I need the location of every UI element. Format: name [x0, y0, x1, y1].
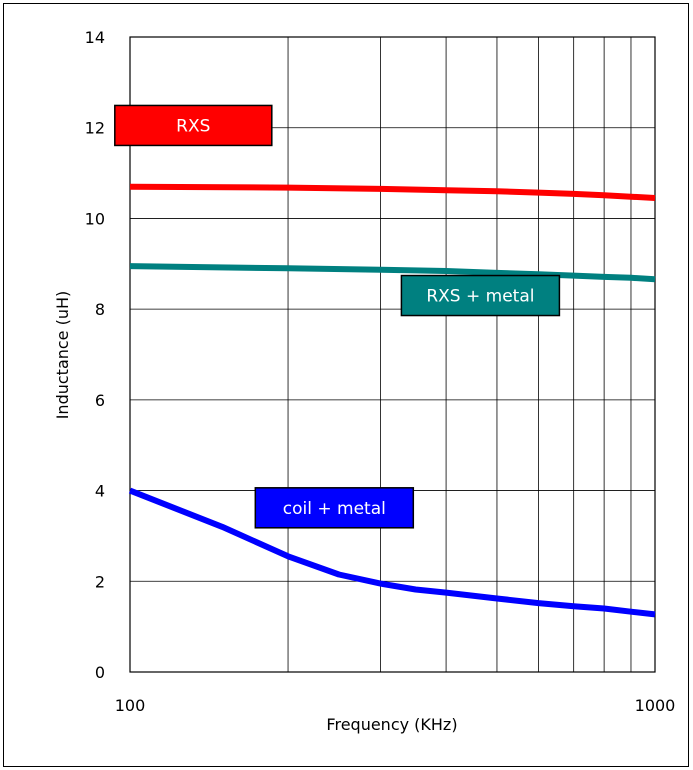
y-tick-label: 0 [95, 663, 105, 682]
series-label-bg [400, 274, 561, 317]
series-line-rxs-metal [129, 263, 656, 283]
plot-area-border [129, 36, 656, 673]
y-axis-title: Inductance (uH) [53, 291, 72, 420]
y-tick-label: 14 [85, 28, 105, 47]
x-tick-label: 1000 [635, 696, 676, 715]
series-label-box: RXS [114, 104, 273, 147]
series-lines [128, 183, 656, 618]
x-axis-title: Frequency (KHz) [326, 715, 457, 734]
y-tick-label: 2 [95, 572, 105, 591]
y-tick-label: 4 [95, 482, 105, 501]
x-tick-label: 100 [115, 696, 146, 715]
y-tick-label: 12 [85, 119, 105, 138]
series-labels: RXS RXS + metal coil + metal [114, 104, 561, 529]
series-label-bg [254, 487, 415, 529]
y-tick-label: 10 [85, 209, 105, 228]
y-tick-label: 8 [95, 300, 105, 319]
series-line-rxs [129, 183, 656, 201]
y-tick-label: 6 [95, 391, 105, 410]
grid [130, 37, 655, 672]
y-tick-labels: 0 2 4 6 8 10 12 14 [85, 28, 105, 682]
series-label-box: RXS + metal [400, 274, 561, 317]
series-label-text: coil + metal [283, 499, 386, 519]
series-label-text: RXS [176, 116, 210, 136]
series-label-text: RXS + metal [426, 287, 534, 307]
series-line-coil-metal [128, 487, 656, 618]
x-tick-labels: 100 1000 [115, 696, 676, 715]
series-label-box: coil + metal [254, 487, 415, 529]
series-label-bg [114, 104, 273, 147]
